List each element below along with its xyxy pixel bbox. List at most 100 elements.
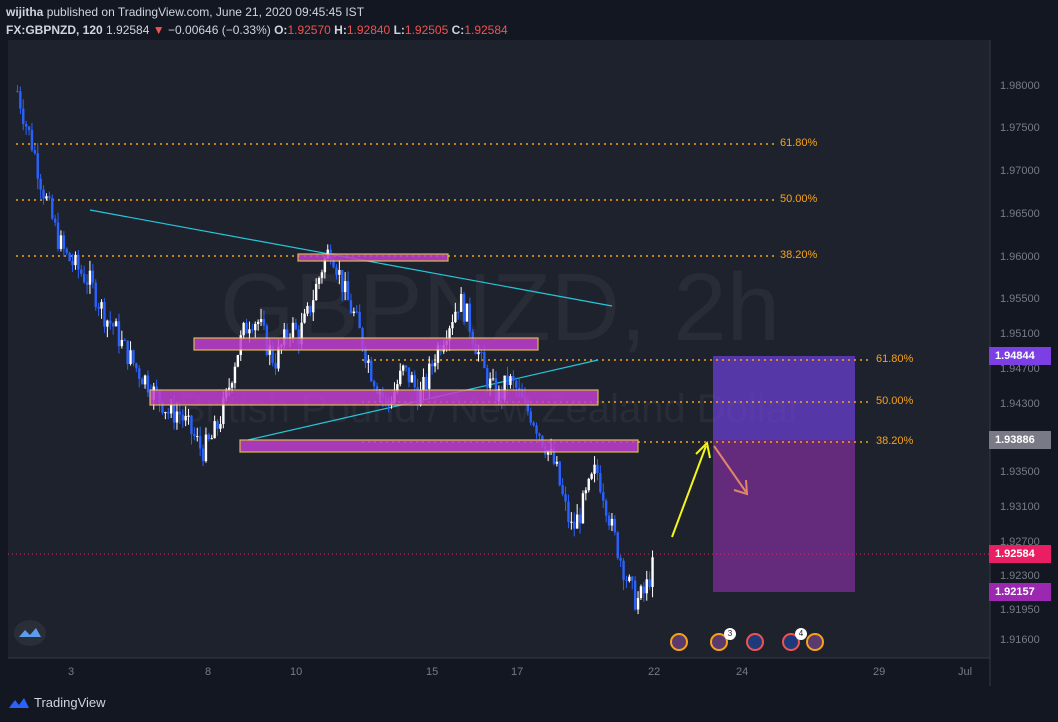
candle-body (97, 306, 100, 309)
candle-body (613, 518, 617, 533)
fib-label-right-618: 61.80% (876, 353, 914, 365)
arrow-up[interactable] (671, 440, 711, 538)
candle-body (22, 108, 25, 124)
candle-body (53, 218, 57, 223)
candle-body (39, 178, 42, 190)
candle-body (294, 322, 298, 330)
fib-label-right-500: 50.00% (876, 395, 914, 407)
candle-body (198, 436, 202, 449)
candle-body (227, 387, 231, 390)
price-tick: 1.92300 (1000, 570, 1040, 582)
price-tick: 1.94300 (1000, 398, 1040, 410)
candle-body (367, 360, 370, 363)
candle-body (338, 269, 341, 275)
candle-body (30, 130, 34, 151)
candle-body (178, 411, 182, 415)
candle-body (457, 311, 460, 313)
candle-body (85, 282, 89, 285)
candle-body (82, 273, 86, 283)
stop-price-tag[interactable]: 1.92157 (989, 583, 1051, 601)
stop-zone[interactable] (713, 440, 855, 592)
candle-body (219, 424, 222, 429)
price-tick: 1.93500 (1000, 466, 1040, 478)
candle-body (172, 404, 176, 423)
uk-flag-event-icon[interactable] (806, 633, 824, 651)
candle-body (465, 303, 469, 322)
candle-body (486, 368, 489, 388)
candle-body (48, 196, 51, 199)
candle-body (488, 378, 492, 388)
candle-body (245, 322, 248, 334)
tradingview-brand-icon[interactable] (8, 696, 30, 710)
candle-body (256, 321, 260, 324)
candle-body (410, 375, 414, 383)
candle-body (138, 368, 141, 379)
target-zone[interactable] (713, 356, 855, 440)
zone-upper[interactable] (193, 337, 539, 351)
last-price-text: 1.92584 (106, 23, 150, 37)
nz-flag-event-icon[interactable] (746, 633, 764, 651)
candle-body (555, 461, 559, 464)
uk-flag-event-icon[interactable] (710, 633, 728, 651)
candle-body (616, 532, 619, 558)
footer-bar (0, 686, 1058, 722)
uk-flag-event-icon[interactable] (670, 633, 688, 651)
publish-info: wijitha published on TradingView.com, Ju… (6, 5, 364, 19)
price-tick: 1.96000 (1000, 251, 1040, 263)
symbol-label[interactable]: FX:GBPNZD, 120 (6, 23, 103, 37)
candle-body (535, 425, 538, 434)
candle-body (639, 586, 643, 599)
tradingview-logo-icon[interactable] (14, 620, 46, 646)
last-price-tag[interactable]: 1.92584 (989, 545, 1051, 563)
time-tick: Jul (958, 666, 973, 678)
fib-label-left-382: 38.20% (780, 249, 818, 261)
candle-body (648, 579, 651, 587)
candle-body (526, 400, 530, 412)
candle-body (262, 319, 266, 326)
price-tick: 1.91950 (1000, 604, 1040, 616)
high-label: H: (334, 23, 347, 37)
candle-body (628, 576, 631, 581)
zone-middle[interactable] (149, 389, 599, 406)
author-name[interactable]: wijitha (6, 5, 44, 19)
candle-body (503, 375, 506, 400)
candle-body (117, 321, 121, 347)
candle-body (538, 433, 541, 436)
candle-body (341, 269, 344, 293)
candle-body (477, 352, 480, 355)
candle-body (575, 514, 579, 529)
fib-label-right-382: 38.20% (876, 435, 914, 447)
candle-body (111, 323, 115, 327)
candle-body (567, 501, 570, 522)
candle-body (422, 376, 425, 390)
candle-body (36, 153, 39, 179)
candle-body (561, 485, 564, 495)
open-label: O: (274, 23, 288, 37)
candle-body (529, 411, 532, 423)
candle-body (88, 270, 92, 285)
brand-name[interactable]: TradingView (34, 695, 106, 710)
arrow-down[interactable] (713, 445, 749, 496)
candle-body (277, 346, 280, 369)
time-tick: 10 (290, 666, 303, 678)
candle-body (564, 494, 567, 502)
candle-body (323, 258, 327, 273)
candle-body (448, 328, 451, 341)
target-price-tag[interactable]: 1.94844 (989, 347, 1051, 365)
zone-lower[interactable] (239, 439, 639, 453)
candle-body (546, 450, 550, 455)
entry-price-tag[interactable]: 1.93886 (989, 431, 1051, 449)
candle-body (193, 434, 196, 437)
zone-top[interactable] (297, 253, 449, 262)
candle-body (204, 434, 208, 462)
price-tick: 1.97000 (1000, 165, 1040, 177)
candle-body (596, 464, 599, 474)
candle-body (645, 579, 648, 594)
candle-body (210, 438, 213, 440)
candle-body (71, 260, 74, 266)
candle-body (213, 421, 216, 439)
event-count-badge: 4 (795, 628, 807, 640)
time-tick: 22 (648, 666, 661, 678)
candle-body (100, 302, 103, 309)
